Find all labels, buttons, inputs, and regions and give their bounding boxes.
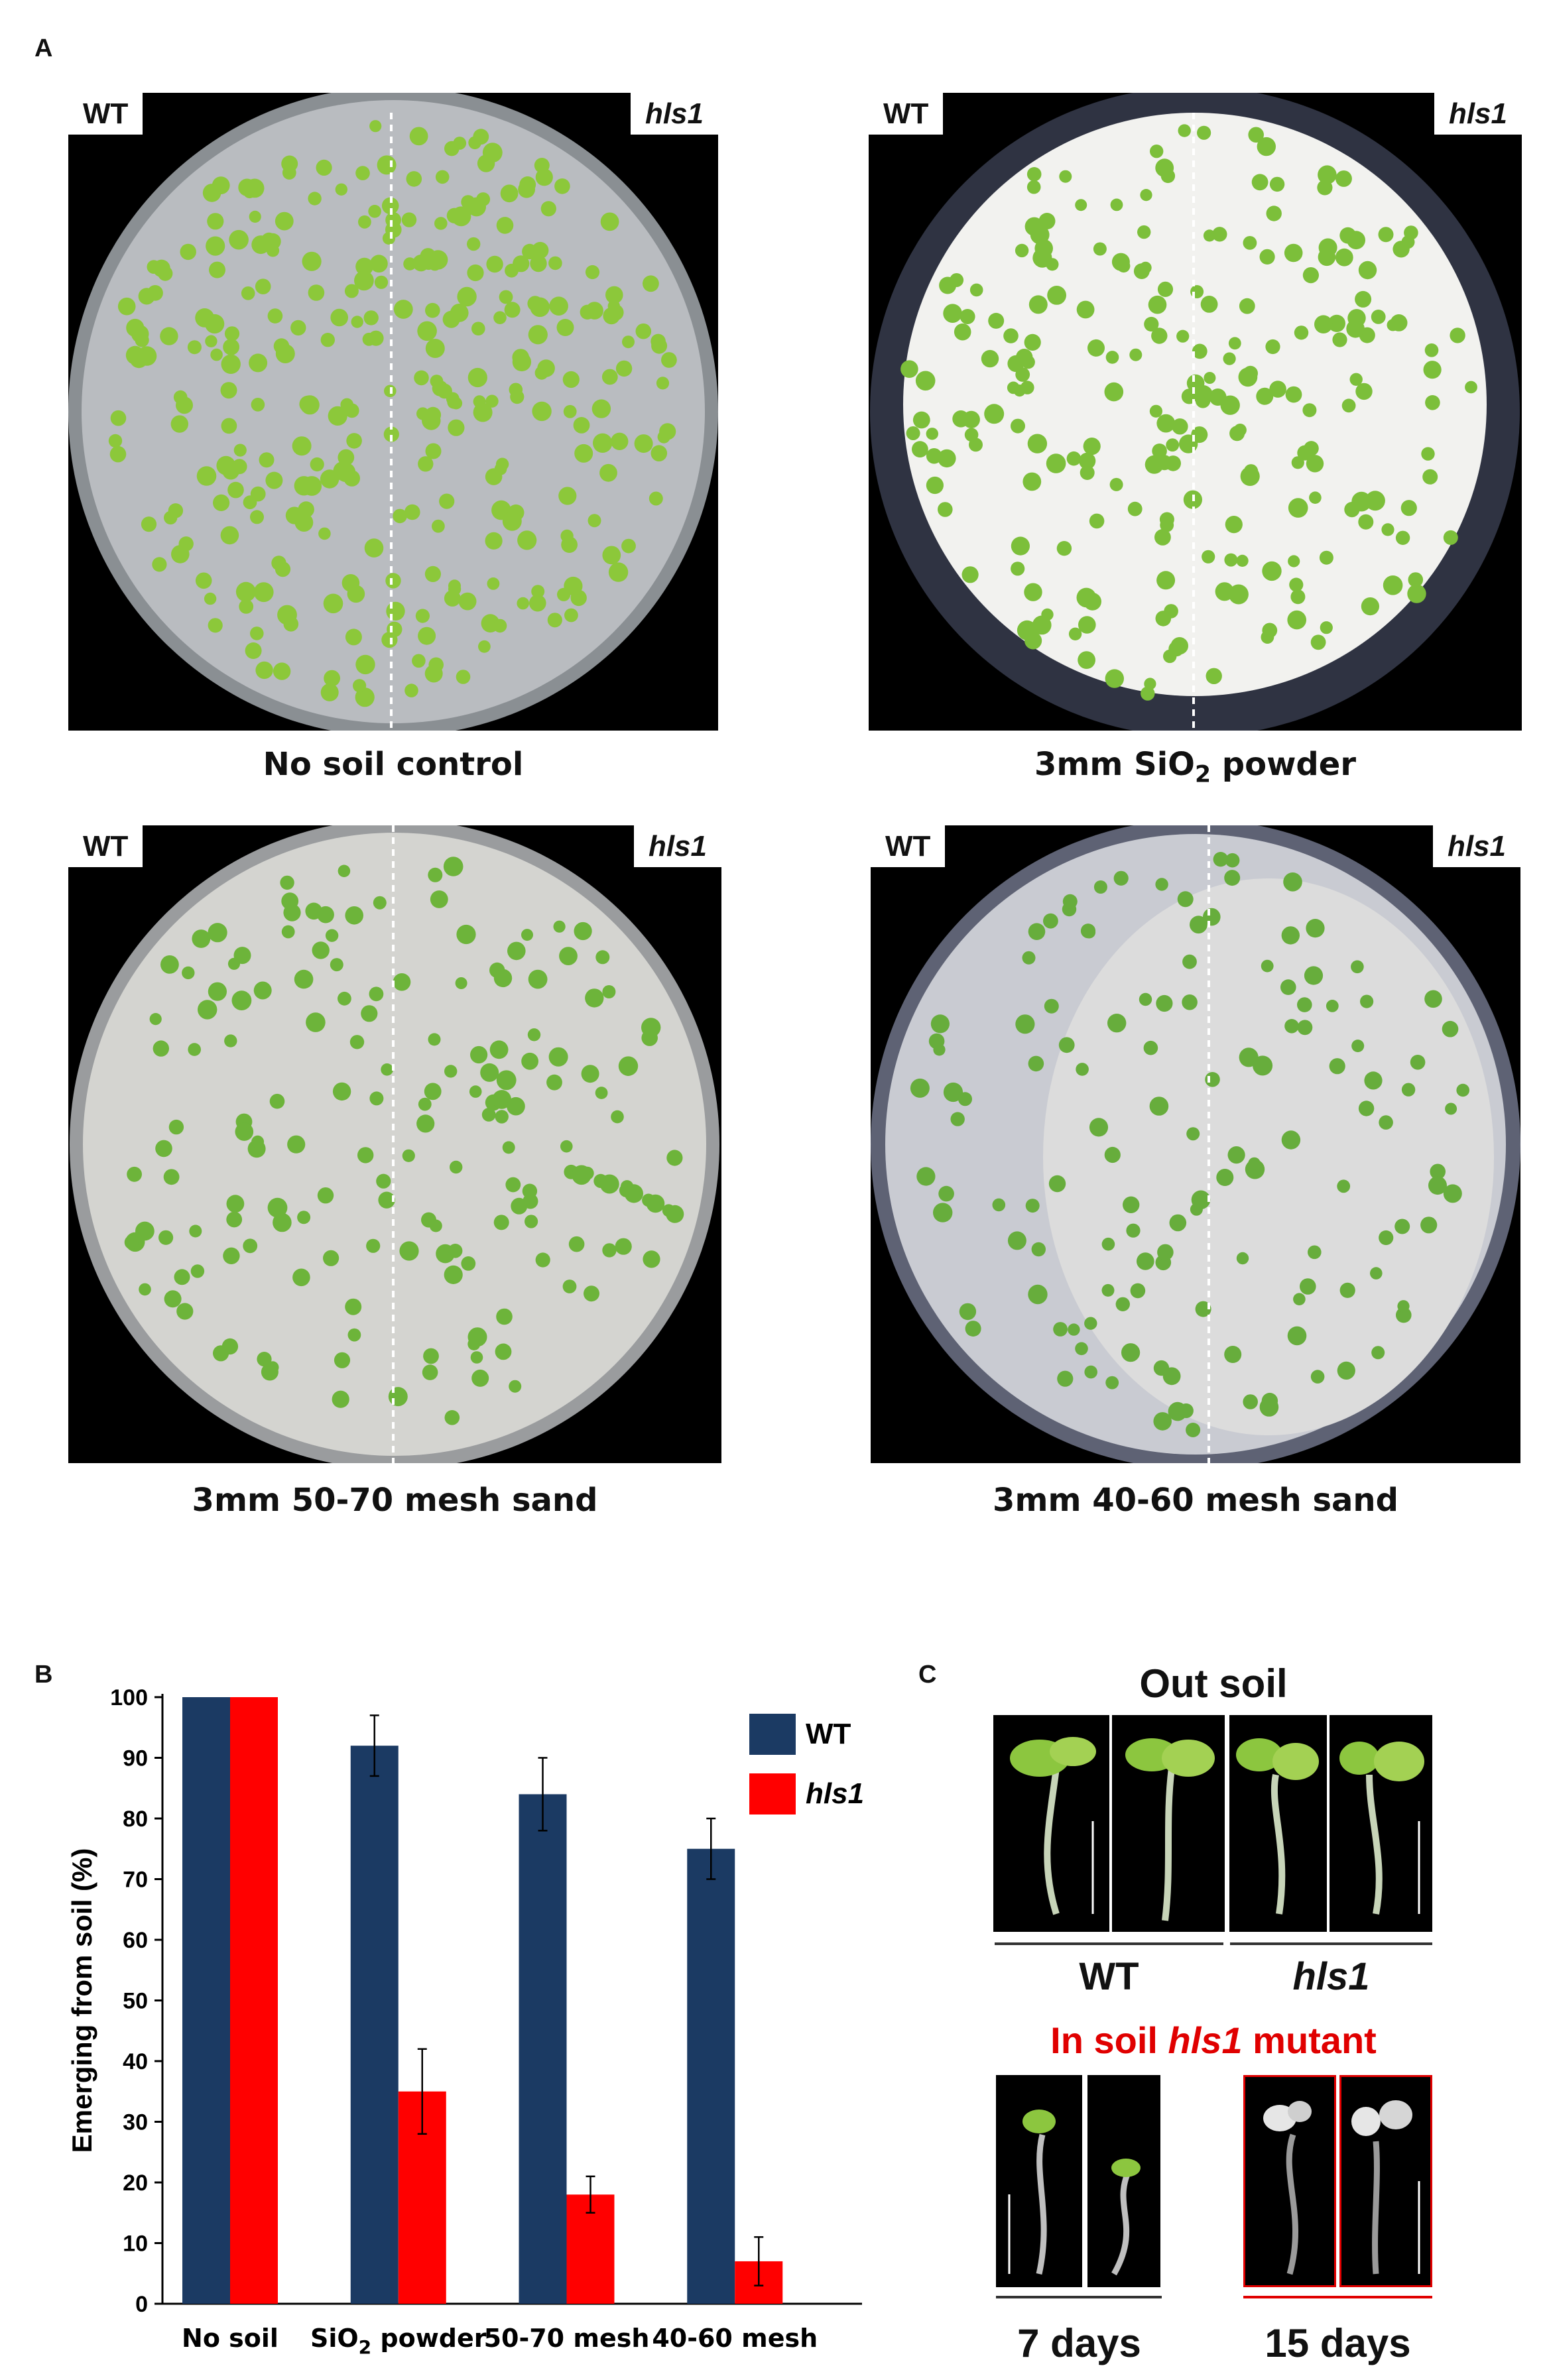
wt-group-rule (995, 1942, 1223, 1945)
y-tick-label: 60 (123, 1928, 148, 1953)
y-tick-label: 0 (135, 2292, 148, 2317)
mutant-group-rule (1230, 1942, 1432, 1945)
y-tick-label: 20 (123, 2171, 148, 2196)
plate-mesh-40-60-caption: 3mm 40-60 mesh sand (993, 1482, 1398, 1519)
bar-wt-0 (182, 1697, 230, 2304)
out-soil-mutant-label: hls1 (1292, 1955, 1370, 1998)
bar-wt-1 (350, 1746, 399, 2304)
x-tick-label: SiO2 powder (310, 2324, 487, 2358)
error-bar-hls1-3 (754, 2236, 764, 2287)
out-soil-title: Out soil (1139, 1661, 1288, 1706)
plate-sio2-wt-tag: WT (869, 93, 944, 135)
day15-label: 15 days (1265, 2321, 1411, 2365)
panel-label-c: C (918, 1661, 937, 1689)
plate-no-soil-image (68, 93, 718, 731)
legend-label-hls1: hls1 (806, 1777, 864, 1810)
panel-label-b: B (34, 1661, 53, 1689)
plate-mesh-50-70-image (70, 825, 719, 1463)
out-soil-mutant-photo-1 (1229, 1715, 1327, 1932)
legend-label-wt: WT (806, 1718, 851, 1750)
in-soil-7d-photo-2 (1087, 2075, 1160, 2287)
y-tick-label: 80 (123, 1807, 148, 1832)
out-soil-wt-photo-1 (993, 1715, 1109, 1932)
error-bar-hls1-2 (586, 2175, 595, 2214)
in-soil-title: In soil hls1 mutant (1050, 2019, 1377, 2061)
in-soil-15d-photo-2 (1339, 2075, 1432, 2287)
error-bar-hls1-1 (417, 2048, 427, 2135)
y-tick-label: 70 (123, 1868, 148, 1893)
out-soil-wt-photo-2 (1112, 1715, 1225, 1932)
plate-mesh-40-60-wt-tag: WT (871, 825, 946, 867)
panel-label-a: A (34, 34, 53, 62)
y-tick-label: 10 (123, 2231, 148, 2257)
plate-no-soil-mutant-tag: hls1 (630, 93, 718, 135)
x-tick-label: 40-60 mesh (652, 2324, 818, 2353)
plate-mesh-40-60: WT hls1 (871, 825, 1520, 1463)
x-tick-label: 50-70 mesh (484, 2324, 650, 2353)
y-tick-label: 100 (110, 1685, 148, 1710)
in-soil-15d-photo-1 (1243, 2075, 1336, 2287)
error-bar-wt-2 (538, 1757, 548, 1832)
plate-sio2: WT hls1 (869, 93, 1522, 731)
plate-no-soil: WT hls1 (68, 93, 718, 731)
day7-label: 7 days (1017, 2321, 1141, 2365)
y-axis-title: Emerging from soil (%) (66, 1848, 97, 2153)
x-tick-label: No soil (182, 2324, 278, 2353)
out-soil-wt-label: WT (1079, 1955, 1139, 1998)
y-tick-label: 50 (123, 1989, 148, 2014)
legend-swatch-wt (749, 1714, 796, 1755)
plate-sio2-image (870, 93, 1520, 731)
plate-no-soil-caption: No soil control (263, 746, 524, 783)
in-soil-7d-photo-1 (996, 2075, 1082, 2287)
error-bar-wt-1 (369, 1714, 379, 1777)
plate-mesh-50-70-wt-tag: WT (68, 825, 143, 867)
plate-mesh-50-70: WT hls1 (68, 825, 721, 1463)
y-tick-label: 30 (123, 2110, 148, 2135)
plate-sio2-caption: 3mm SiO2 powder (1034, 746, 1356, 788)
bar-hls1-0 (230, 1697, 278, 2304)
error-bar-wt-3 (706, 1817, 716, 1880)
y-tick-label: 40 (123, 2049, 148, 2074)
emergence-bar-chart: 0 10 20 30 40 50 60 70 80 90 100 Emerging from soil… (66, 1685, 864, 2358)
bar-wt-2 (519, 1794, 567, 2304)
bar-wt-3 (687, 1848, 735, 2304)
day7-rule (996, 2296, 1162, 2298)
plate-mesh-50-70-caption: 3mm 50-70 mesh sand (192, 1482, 598, 1519)
day15-rule (1243, 2296, 1432, 2298)
plate-mesh-40-60-mutant-tag: hls1 (1432, 825, 1520, 867)
plate-no-soil-wt-tag: WT (68, 93, 143, 135)
plate-mesh-50-70-mutant-tag: hls1 (633, 825, 721, 867)
plate-sio2-mutant-tag: hls1 (1434, 93, 1522, 135)
out-soil-mutant-photo-2 (1330, 1715, 1432, 1932)
legend-swatch-hls1 (749, 1773, 796, 1815)
plate-mesh-40-60-image (871, 825, 1520, 1463)
y-tick-label: 90 (123, 1746, 148, 1771)
